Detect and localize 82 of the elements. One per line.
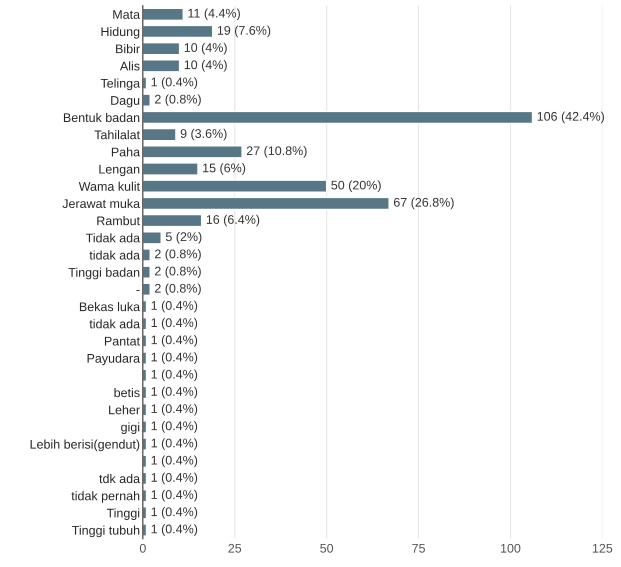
data-label: 1 (0.4%) xyxy=(152,490,198,502)
bar xyxy=(142,231,162,244)
y-tick-label: tidak pernah xyxy=(71,491,140,503)
y-tick-label: tidak ada xyxy=(90,319,140,328)
data-label: 1 (0.4%) xyxy=(152,352,198,364)
y-tick-label: Lengan xyxy=(99,164,140,176)
data-label: 1 (0.4%) xyxy=(152,455,198,468)
y-tick-label: - xyxy=(136,290,140,292)
y-tick-label: Dagu xyxy=(111,96,140,108)
y-tick-label: Jerawat muka xyxy=(62,198,140,208)
y-tick-label: betis xyxy=(114,388,140,398)
bar xyxy=(142,248,151,262)
bar xyxy=(142,128,177,142)
bar xyxy=(142,265,151,279)
data-label: 1 (0.4%) xyxy=(152,318,198,330)
bar xyxy=(142,59,180,73)
data-label: 19 (7.6%) xyxy=(218,26,270,38)
data-label: 5 (2%) xyxy=(166,232,202,244)
bar xyxy=(142,94,151,107)
data-label: 1 (0.4%) xyxy=(152,404,198,416)
data-label: 1 (0.4%) xyxy=(152,524,198,536)
y-tick-label: Alis xyxy=(120,61,140,70)
y-tick-label: tdk ada xyxy=(99,474,140,484)
data-label: 1 (0.4%) xyxy=(152,77,198,89)
bar xyxy=(142,196,390,210)
x-tick-label: 0 xyxy=(140,544,146,553)
data-label: 1 (0.4%) xyxy=(152,507,198,519)
data-label: 1 (0.4%) xyxy=(152,386,198,398)
y-tick-label: Tinggi badan xyxy=(68,268,140,280)
data-label: 11 (4.4%) xyxy=(188,8,240,20)
y-tick-label: Hidung xyxy=(101,26,140,39)
bar xyxy=(142,24,214,38)
data-label: 67 (26.8%) xyxy=(394,198,454,210)
x-tick-label: 75 xyxy=(412,544,425,553)
data-label: 2 (0.8%) xyxy=(154,266,201,278)
data-label: 2 (0.8%) xyxy=(154,284,201,296)
y-tick-label: gigi xyxy=(121,422,140,434)
data-label: 27 (10.8%) xyxy=(246,146,307,158)
data-label: 1 (0.4%) xyxy=(152,335,198,347)
data-label: 1 (0.4%) xyxy=(152,421,198,433)
bar xyxy=(142,179,328,193)
y-tick-label: Rambut xyxy=(97,216,140,226)
bar xyxy=(142,282,151,296)
bar xyxy=(142,42,180,56)
data-label: 1 (0.4%) xyxy=(152,438,198,450)
data-label: 16 (6.4%) xyxy=(206,214,260,226)
y-tick-label: Leher xyxy=(109,405,140,414)
data-label: 50 (20%) xyxy=(331,180,381,192)
y-tick-label: Tinggi xyxy=(106,508,140,520)
y-tick-label: tidak ada xyxy=(90,250,140,260)
data-label: 10 (4%) xyxy=(184,60,227,72)
data-label: 106 (42.4%) xyxy=(538,112,604,124)
y-tick-label: Tidak ada xyxy=(86,233,140,242)
data-label: 2 (0.8%) xyxy=(154,249,201,261)
y-tick-label: Telinga xyxy=(100,78,140,90)
y-tick-label: Wama kulit xyxy=(78,182,140,191)
y-tick-label: Payudara xyxy=(88,354,140,366)
data-label: 1 (0.4%) xyxy=(152,300,198,312)
data-label: 10 (4%) xyxy=(184,42,227,54)
data-label: 2 (0.8%) xyxy=(154,94,201,106)
bar xyxy=(142,214,202,228)
y-tick-label: Bentuk badan xyxy=(64,112,140,122)
x-tick-label: 125 xyxy=(592,544,612,553)
x-tick-label: 50 xyxy=(320,544,334,553)
y-tick-label: Bibir xyxy=(116,44,140,54)
y-tick-label: Bekas luka xyxy=(80,302,140,312)
y-tick-label: Tahilalat xyxy=(94,130,140,140)
x-tick-label: 100 xyxy=(500,544,520,553)
y-tick-label: Pantat xyxy=(104,336,140,346)
bar xyxy=(142,162,199,176)
x-tick-label: 25 xyxy=(228,544,242,553)
data-label: 15 (6%) xyxy=(203,163,246,175)
y-tick-label: Tinggi tubuh xyxy=(72,526,140,538)
bar xyxy=(142,145,243,159)
bar xyxy=(142,8,184,21)
bar xyxy=(142,110,534,124)
data-label: 9 (3.6%) xyxy=(180,128,227,140)
data-label: 1 (0.4%) xyxy=(152,369,198,382)
y-tick-label: Mata xyxy=(113,10,140,19)
y-tick-label: Paha xyxy=(112,147,140,156)
y-tick-label: Lebih berisi(gendut) xyxy=(30,440,140,452)
data-label: 1 (0.4%) xyxy=(152,472,198,484)
